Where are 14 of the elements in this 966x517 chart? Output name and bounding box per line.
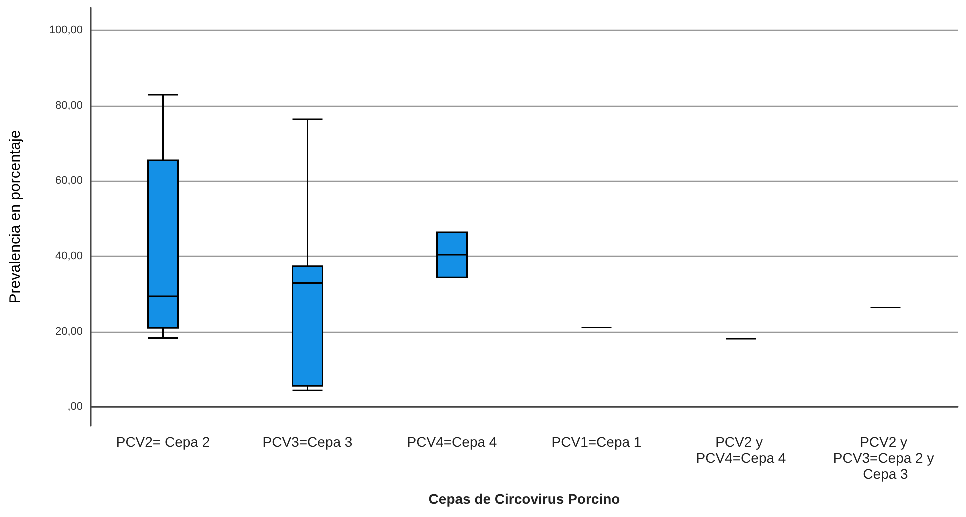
x-tick-label: PCV2 y PCV4=Cepa 4 [696,434,786,466]
x-axis-title: Cepas de Circovirus Porcino [428,491,620,507]
x-tick-label: PCV4=Cepa 4 [407,434,498,450]
x-tick-label: PCV2 y PCV3=Cepa 2 y Cepa 3 [833,434,938,482]
x-tick-label: PCV3=Cepa 3 [262,434,353,450]
y-tick-label: 100,00 [49,24,83,37]
y-tick-label: 60,00 [55,175,83,188]
x-tick-label: PCV2= Cepa 2 [116,434,210,450]
y-tick-label: 80,00 [55,100,83,112]
y-axis-title: Prevalencia en porcentaje [7,130,24,304]
y-tick-label: ,00 [68,401,83,414]
y-tick-label: 20,00 [55,326,83,338]
y-tick-label: 40,00 [55,250,83,263]
x-tick-label: PCV1=Cepa 1 [552,434,642,450]
